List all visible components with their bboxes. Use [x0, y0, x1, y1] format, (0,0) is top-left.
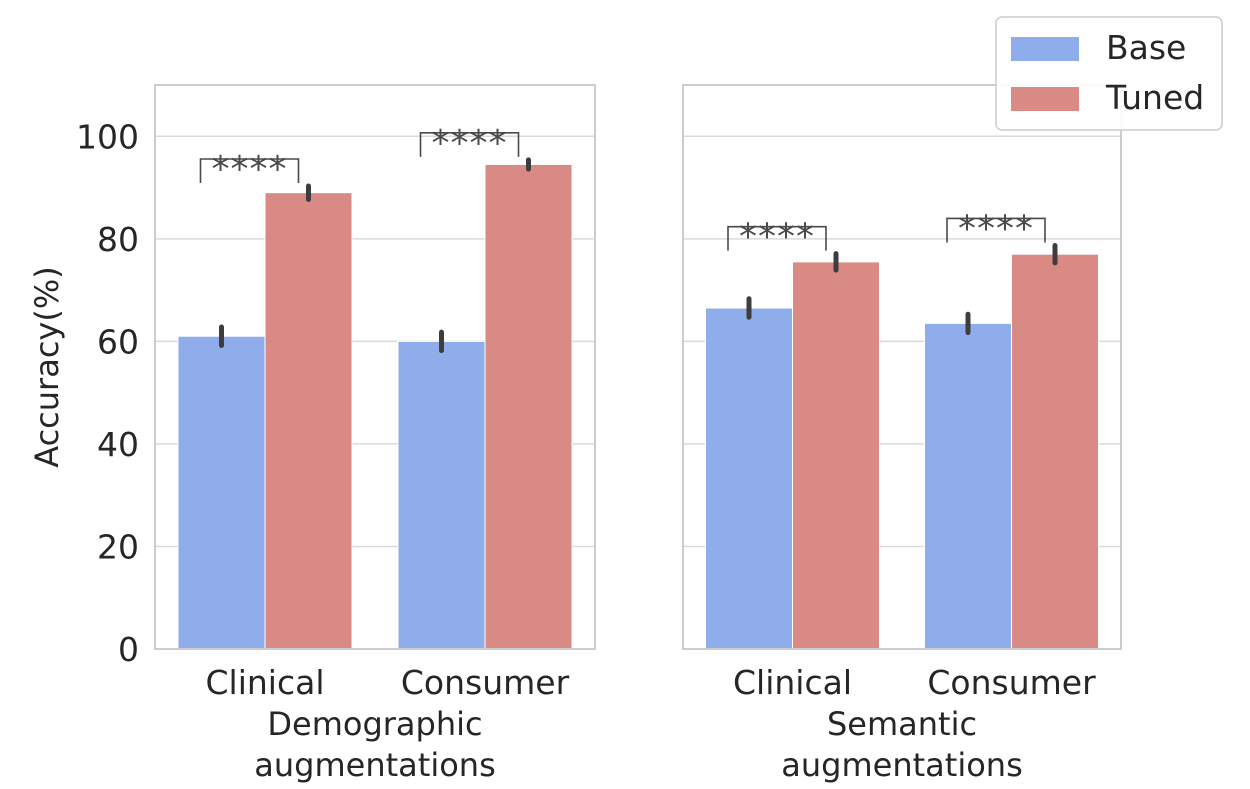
y-tick-label: 100	[76, 117, 139, 156]
significance-label: ****	[958, 208, 1034, 249]
y-tick-label: 60	[97, 322, 139, 361]
bar-base	[705, 307, 793, 650]
y-axis-title: Accuracy(%)	[28, 266, 66, 467]
y-tick-label: 0	[118, 630, 139, 669]
bar-base	[177, 335, 266, 650]
bar-base	[397, 340, 486, 650]
y-tick-label: 40	[97, 425, 139, 464]
x-axis-title: augmentations	[254, 746, 495, 784]
x-axis-title: Semantic	[827, 705, 977, 743]
bar-tuned	[1011, 253, 1099, 650]
bar-tuned	[792, 261, 880, 650]
legend-swatch-tuned	[1011, 87, 1079, 111]
significance-bracket	[199, 158, 300, 184]
significance-bracket	[419, 132, 520, 157]
panel-frame	[154, 84, 596, 650]
x-axis-title: augmentations	[781, 746, 1022, 784]
panel-frame	[682, 84, 1122, 650]
bar-base	[924, 322, 1012, 650]
legend-swatch-base	[1011, 37, 1079, 61]
x-tick-label: Clinical	[206, 663, 325, 702]
x-tick-label: Consumer	[401, 663, 570, 702]
y-tick-label: 80	[97, 220, 139, 259]
legend-label-base: Base	[1106, 28, 1186, 67]
bar-tuned	[484, 163, 573, 650]
x-axis-title: Demographic	[267, 705, 482, 743]
significance-label: ****	[432, 123, 508, 164]
significance-bracket	[946, 217, 1046, 243]
significance-label: ****	[212, 149, 288, 190]
significance-bracket	[727, 225, 827, 251]
legend-label-tuned: Tuned	[1105, 78, 1204, 117]
bar-tuned	[264, 192, 353, 650]
y-tick-label: 20	[97, 527, 139, 566]
significance-label: ****	[739, 217, 815, 258]
x-tick-label: Consumer	[927, 663, 1096, 702]
x-tick-label: Clinical	[733, 663, 852, 702]
